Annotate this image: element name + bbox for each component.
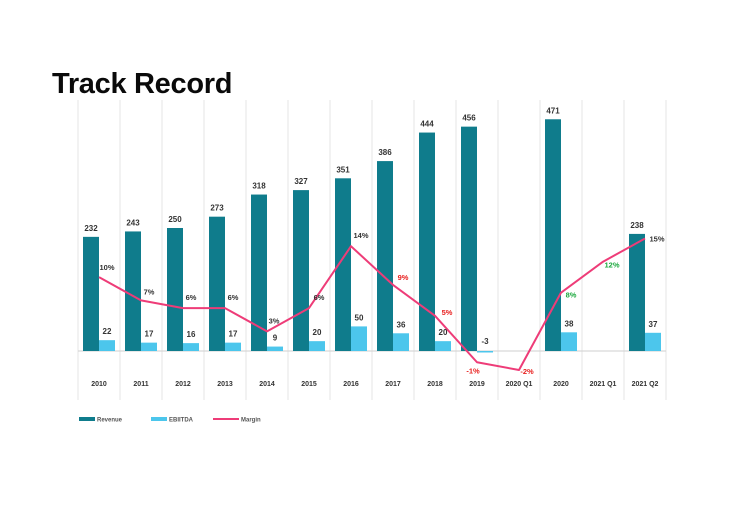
ebitda-bar: [309, 341, 325, 351]
revenue-bar: [377, 161, 393, 351]
margin-series-line: [98, 237, 646, 371]
ebitda-data-label: 50: [355, 313, 364, 322]
x-tick-label: 2010: [91, 381, 107, 388]
ebitda-bar: [183, 343, 199, 351]
ebitda-bar: [351, 326, 367, 351]
ebitda-bar: [561, 332, 577, 351]
ebitda-bar: [99, 340, 115, 351]
ebitda-data-label: 17: [145, 330, 154, 339]
revenue-data-label: 318: [252, 182, 266, 191]
x-tick-label: 2021 Q1: [590, 381, 617, 388]
legend: Revenue EBIITDA Margin: [79, 417, 261, 424]
ebitda-data-label: 37: [649, 320, 658, 329]
revenue-bar: [209, 216, 225, 351]
ebitda-bar: [645, 332, 661, 351]
margin-data-label: 6%: [228, 293, 239, 302]
revenue-data-label: 273: [210, 204, 224, 213]
x-tick-label: 2021 Q2: [632, 381, 659, 388]
x-axis-ticks: 2010 2011 2012 2013 2014 2015 2016 2017 2018 2019…: [91, 381, 658, 388]
x-tick-label: 2011: [133, 381, 148, 388]
revenue-data-label: 243: [126, 218, 140, 227]
revenue-data-label: 250: [168, 215, 182, 224]
margin-data-label: 5%: [442, 308, 453, 317]
ebitda-data-label: 22: [103, 327, 112, 336]
ebitda-bar: [393, 333, 409, 351]
margin-data-label: 8%: [566, 291, 577, 300]
legend-swatch-revenue: [79, 417, 95, 421]
x-tick-label: 2014: [259, 381, 275, 388]
margin-data-label: 9%: [398, 273, 409, 282]
revenue-bar: [545, 119, 561, 351]
ebitda-data-label: 20: [313, 328, 322, 337]
ebitda-data-label: 16: [187, 330, 196, 339]
revenue-bar: [293, 190, 309, 351]
revenue-bar: [629, 233, 645, 351]
margin-data-label: 12%: [604, 261, 619, 270]
revenue-bar: [83, 236, 99, 351]
legend-label-revenue: Revenue: [97, 418, 123, 424]
revenue-data-label: 456: [462, 114, 476, 123]
legend-swatch-ebitda: [151, 417, 167, 421]
margin-data-label: 6%: [186, 293, 197, 302]
margin-data-label: -2%: [520, 367, 534, 376]
x-tick-label: 2020 Q1: [506, 381, 533, 388]
x-tick-label: 2018: [427, 381, 443, 388]
ebitda-data-label: 38: [565, 319, 574, 328]
ebitda-bar: [267, 346, 283, 351]
x-tick-label: 2017: [385, 381, 401, 388]
margin-data-label: -1%: [466, 366, 480, 375]
x-tick-label: 2015: [301, 381, 317, 388]
margin-data-label: 10%: [99, 263, 114, 272]
margin-data-label: 3%: [269, 316, 280, 325]
revenue-data-label: 386: [378, 148, 392, 157]
margin-data-label: 7%: [144, 287, 155, 296]
revenue-bar: [461, 126, 477, 351]
ebitda-data-label: 36: [397, 320, 406, 329]
margin-data-label: 15%: [649, 235, 664, 244]
ebitda-data-label: 20: [439, 328, 448, 337]
revenue-data-label: 232: [84, 224, 98, 233]
revenue-data-label: 444: [420, 120, 434, 129]
revenue-data-label: 471: [546, 106, 560, 115]
ebitda-bar: [141, 342, 157, 351]
revenue-bar: [419, 132, 435, 351]
x-tick-label: 2012: [175, 381, 191, 388]
margin-data-label: 14%: [353, 231, 368, 240]
ebitda-data-label: -3: [481, 337, 489, 346]
page-title: Track Record: [52, 68, 233, 100]
legend-label-margin: Margin: [241, 418, 261, 424]
revenue-bar: [125, 231, 141, 351]
legend-label-ebitda: EBIITDA: [169, 418, 194, 424]
x-tick-label: 2013: [217, 381, 233, 388]
x-tick-label: 2019: [469, 381, 485, 388]
ebitda-bar: [477, 351, 493, 353]
data-labels: 232 22 243 17 250 16 273 17 318 9 327 20 351 50 386 36 4…: [84, 106, 665, 376]
revenue-data-label: 238: [630, 221, 644, 230]
revenue-bar: [167, 228, 183, 351]
revenue-data-label: 351: [336, 165, 350, 174]
revenue-bar: [335, 178, 351, 351]
grid-lines: [77, 100, 667, 400]
margin-line: [98, 237, 646, 371]
ebitda-data-label: 9: [273, 334, 278, 343]
ebitda-bar: [225, 342, 241, 351]
ebitda-bar: [435, 341, 451, 351]
margin-data-label: 6%: [314, 293, 325, 302]
revenue-data-label: 327: [294, 177, 308, 186]
revenue-bar: [251, 194, 267, 351]
x-tick-label: 2016: [343, 381, 359, 388]
ebitda-data-label: 17: [229, 330, 238, 339]
x-tick-label: 2020: [553, 381, 569, 388]
